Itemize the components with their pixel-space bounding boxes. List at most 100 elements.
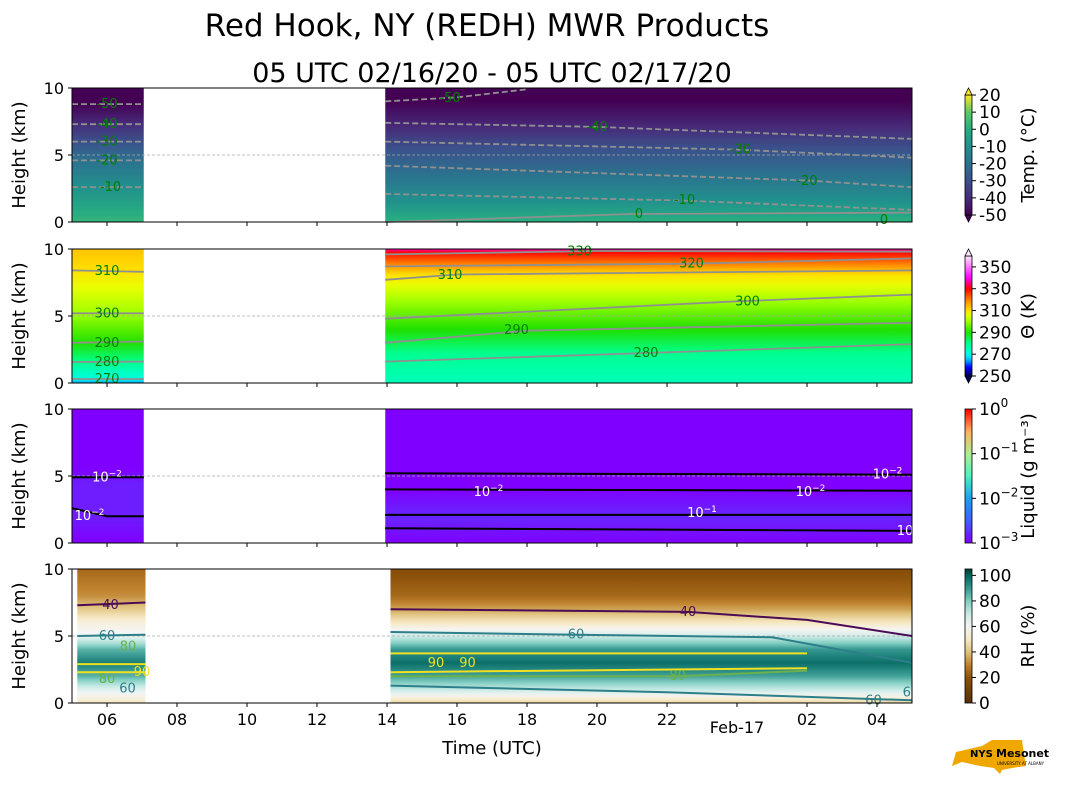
ny-state-shape-icon — [952, 740, 1026, 774]
contour-label: 300 — [735, 294, 760, 309]
contour-label: 90 — [459, 656, 476, 671]
colorbar-tick-label: -20 — [979, 155, 1007, 175]
colorbar-tick-label: -10 — [979, 137, 1007, 157]
colorbar-tick-label: 20 — [979, 668, 1001, 688]
colorbar-bar — [964, 408, 973, 544]
contour-label: 280 — [95, 355, 120, 370]
contour-label-exponent: −1 — [704, 505, 717, 515]
contour-label: 10−2 — [75, 508, 105, 524]
contour-label-text: 280 — [95, 355, 120, 370]
contour-line--50 — [385, 88, 528, 103]
contour-label-text: -20 — [796, 174, 817, 189]
colorbar-label: Liquid (g m⁻³) — [1018, 413, 1039, 538]
x-tick-label: 16 — [447, 710, 467, 729]
colorbar-tick-text: 20 — [979, 86, 1001, 106]
x-tick-label: 10 — [237, 710, 257, 729]
contour-label: 10−2 — [474, 484, 504, 500]
colorbar-tick-label: 290 — [979, 323, 1011, 343]
contour-label-text: -30 — [96, 135, 117, 150]
contour-line--30 — [385, 140, 913, 159]
contour-label: 60 — [865, 693, 882, 708]
y-tick-label: 5 — [54, 627, 64, 646]
colorbar-extend-top-icon — [964, 87, 973, 96]
colorbar-tick-text: 80 — [979, 592, 1001, 612]
contour-line-320 — [385, 257, 913, 268]
colorbar-tick-text: 310 — [979, 302, 1011, 322]
contour-line--40 — [385, 121, 913, 140]
colorbar-tick-label: 250 — [979, 367, 1011, 387]
contour-line-40 — [390, 608, 913, 637]
colorbar-tick-text: 0 — [979, 120, 990, 140]
contour-line--2 — [385, 488, 913, 492]
contour-label: -30 — [96, 135, 117, 150]
contour-label: -40 — [96, 117, 117, 132]
colorbar-label: RH (%) — [1018, 605, 1039, 668]
colorbar-bar — [964, 94, 973, 216]
contour-label: 90 — [428, 656, 445, 671]
colorbar-tick-label: 100 — [979, 396, 1008, 420]
colorbar-tick-text: 350 — [979, 258, 1011, 278]
y-axis-label: Height (km) — [9, 262, 30, 369]
colorbar-label: Temp. (°C) — [1018, 107, 1039, 203]
colorbar-tick-text: -50 — [979, 206, 1007, 226]
x-tick-label: 02 — [797, 710, 817, 729]
contour-label: 290 — [504, 323, 529, 338]
colorbar-tick-text: 250 — [979, 367, 1011, 387]
x-tick-label: 20 — [587, 710, 607, 729]
contour-line-60 — [390, 684, 913, 702]
contour-line-290 — [385, 321, 913, 344]
logo-nys-text: NYS — [970, 749, 993, 760]
colorbar-tick-label: 270 — [979, 345, 1011, 365]
contour-label: -50 — [439, 91, 460, 106]
contour-label: 6 — [903, 685, 911, 700]
colorbar-tick-label: 0 — [979, 120, 990, 140]
colorbar-tick-label: 80 — [979, 592, 1001, 612]
contour-line--2 — [71, 507, 144, 518]
contour-label-text: 10 — [474, 485, 491, 500]
contour-line-60 — [77, 633, 146, 637]
colorbar-tick-label: 350 — [979, 258, 1011, 278]
contour-label-text: 80 — [120, 640, 137, 655]
contour-label: 10−1 — [687, 505, 717, 521]
contour-label: 80 — [120, 640, 137, 655]
contour-label-text: 10 — [75, 509, 92, 524]
contour-label-text: 10 — [687, 506, 704, 521]
colorbar-tick-label: 310 — [979, 302, 1011, 322]
colorbar-tick-text: 290 — [979, 323, 1011, 343]
colorbar-tick-text: 10 — [979, 445, 1001, 465]
contour-label-text: 290 — [504, 323, 529, 338]
contour-label: 0 — [635, 207, 643, 222]
colorbar-tick-label: -50 — [979, 206, 1007, 226]
x-tick-label: 22 — [657, 710, 677, 729]
contour-line-280 — [385, 343, 913, 363]
contour-label: 80 — [99, 672, 116, 687]
colorbar-tick-text: -30 — [979, 172, 1007, 192]
x-tick-label: 08 — [167, 710, 187, 729]
contour-label: 80 — [669, 669, 686, 684]
contour-label: 10−2 — [92, 469, 122, 485]
contour-label: -10 — [100, 180, 121, 195]
contour-label-text: 10 — [873, 468, 890, 483]
colorbar-tick-label: 10−3 — [979, 530, 1018, 554]
colorbar-tick-exponent: −1 — [1001, 441, 1019, 455]
contour-label-text: 300 — [95, 306, 120, 321]
x-tick-label: Feb-17 — [710, 718, 764, 737]
panel-temperature: -50-40-30-20-10-50-40-30-20-100 00510Heig… — [9, 79, 1039, 232]
contour-label: 60 — [99, 629, 116, 644]
contour-label-text: 310 — [95, 264, 120, 279]
contour-label: 10−2 — [796, 484, 826, 500]
colorbar-tick-text: 10 — [979, 103, 1001, 123]
contour-label: -20 — [796, 174, 817, 189]
contour-label-text: 60 — [568, 628, 585, 643]
contour-label-exponent: −2 — [91, 508, 104, 518]
contour-label: 60 — [119, 681, 136, 696]
contour-label-text: -10 — [100, 180, 121, 195]
colorbar-relative-humidity: 100 80 60 40 20 0 RH (%) — [964, 566, 1039, 714]
contour-label: 10−2 — [873, 467, 903, 483]
figure-subtitle: 05 UTC 02/16/20 - 05 UTC 02/17/20 — [252, 58, 732, 89]
colorbar-tick-label: -30 — [979, 172, 1007, 192]
colorbar-tick-label: 20 — [979, 86, 1001, 106]
